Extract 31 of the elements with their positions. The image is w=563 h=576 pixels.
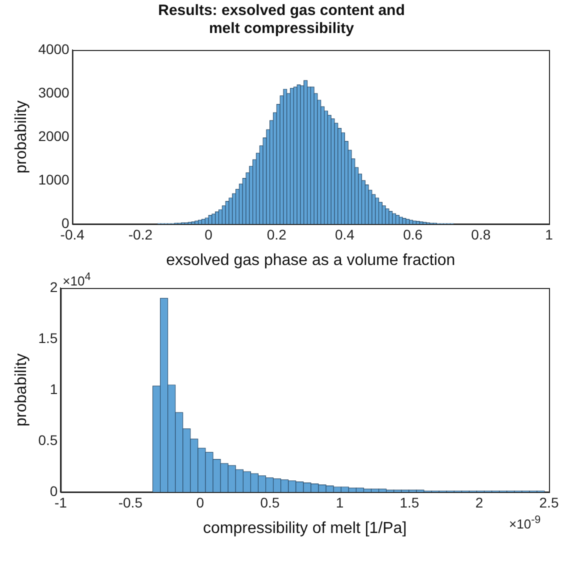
y-tick-label: 3000	[38, 84, 70, 100]
y-tick-label: 2000	[38, 128, 70, 144]
x-tick-label: 0	[196, 494, 204, 510]
x-tick-label: 0.4	[334, 226, 355, 242]
text: ×10$^{-9}$	[509, 514, 541, 532]
y-tick-label: 0	[62, 214, 70, 231]
x-tick-label: 1.5	[400, 494, 420, 510]
x-axis-title: compressibility of melt [1/Pa]	[203, 520, 407, 537]
y-tick-label: 0.5	[38, 432, 58, 448]
y-tick-label: 1	[50, 380, 58, 397]
y-tick-label: 4000	[38, 40, 70, 57]
x-tick-label: 0.6	[403, 226, 423, 242]
y-tick-label: 2	[50, 278, 58, 295]
annotation: ×10$^{4}$	[62, 271, 91, 288]
x-tick-label: 0	[204, 226, 213, 242]
x-tick-label: 2.5	[539, 494, 559, 510]
y-axis-title: probability	[13, 100, 30, 174]
y-tick-label: 0	[50, 482, 58, 499]
x-tick-label: -0.5	[118, 494, 143, 510]
y-tick-label: 1.5	[38, 330, 58, 346]
x-tick-label: 0.8	[471, 226, 491, 242]
y-axis-title: probability	[13, 354, 30, 426]
x-axis-title: exsolved gas phase as a volume fraction	[166, 252, 456, 269]
chart-title: Results: exsolved gas content and melt compressibility	[157, 1, 406, 38]
x-tick-label: 0.2	[266, 226, 287, 242]
y-tick-label: 1000	[38, 171, 70, 188]
x-tick-label: -0.2	[128, 226, 153, 242]
x-tick-label: 0.5	[260, 494, 280, 510]
x-tick-label: 2	[475, 494, 484, 510]
x-tick-label: 1	[545, 226, 554, 242]
x-tick-label: 1	[336, 494, 344, 510]
